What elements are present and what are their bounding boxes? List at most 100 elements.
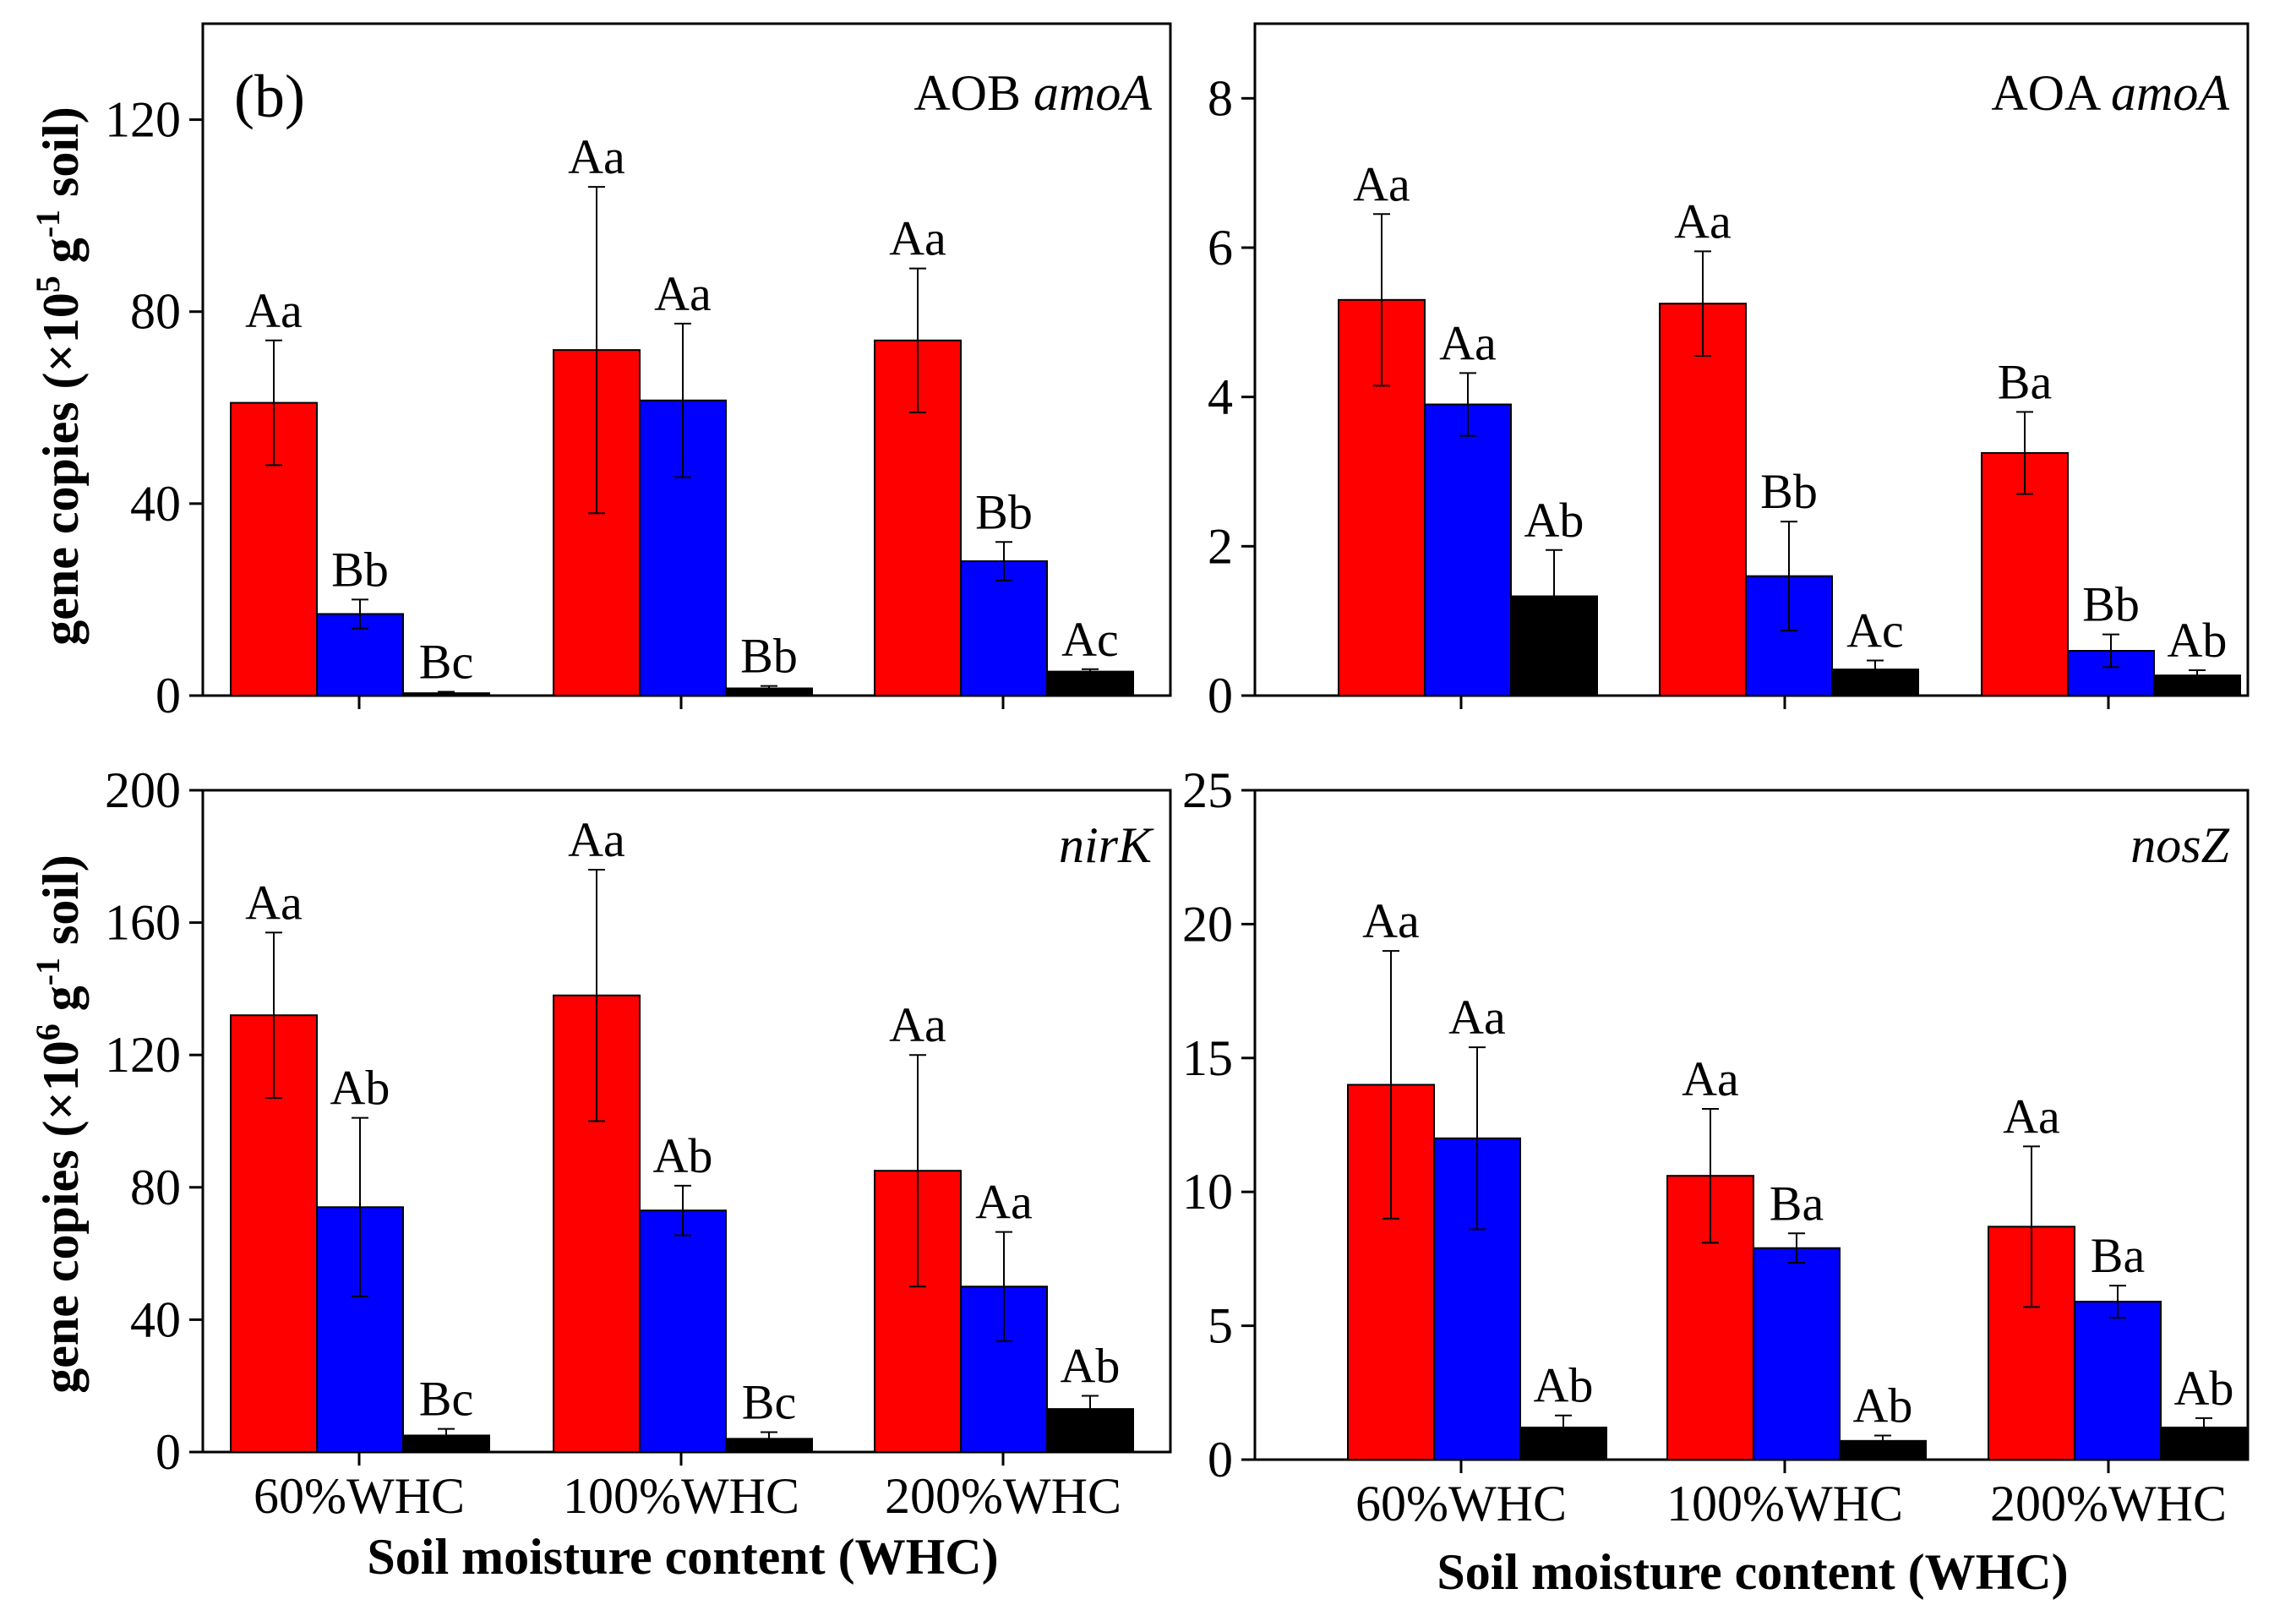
bar (1424, 403, 1512, 696)
y-axis-title-bottom: gene copies (×106 g-1 soil) (29, 854, 90, 1393)
data-label: Aa (889, 997, 946, 1052)
data-label: Ab (1524, 493, 1584, 548)
bar (2074, 1301, 2162, 1461)
x-axis-title-right: Soil moisture content (WHC) (1437, 1544, 2068, 1600)
y-tick-label: 200 (105, 762, 181, 818)
y-tick-label: 120 (105, 1027, 181, 1083)
data-label: Ac (1061, 612, 1119, 667)
y-tick-label: 15 (1182, 1030, 1233, 1086)
data-label: Aa (1353, 156, 1410, 211)
gene-title-italic: amoA (1033, 65, 1152, 121)
data-label: Bb (331, 542, 389, 597)
x-tick-label: 60%WHC (254, 1468, 465, 1524)
y-axis-title-bottom-exp2: -1 (29, 958, 67, 985)
data-label: Bc (419, 1372, 473, 1427)
data-label: Aa (1682, 1051, 1739, 1106)
gene-title: nirK (1059, 817, 1154, 873)
y-tick-label: 2 (1208, 518, 1233, 574)
data-label: Bb (740, 629, 798, 684)
data-label: Aa (975, 1175, 1033, 1230)
data-label: Aa (1439, 315, 1497, 370)
bar (639, 1209, 727, 1453)
panel-tag: (b) (234, 63, 305, 130)
y-tick-label: 25 (1182, 762, 1233, 818)
data-label: Ba (1998, 354, 2052, 409)
y-axis-title-top-exp: 5 (29, 276, 67, 292)
data-label: Bb (2082, 577, 2140, 632)
y-axis-title-top-prefix: gene copies (×10 (33, 292, 89, 645)
y-tick-label: 5 (1208, 1298, 1233, 1354)
data-label: Aa (1362, 893, 1420, 948)
bar (960, 560, 1048, 696)
panel-aob-amoa: 0 40 80 120 Aa Bb Bc Aa Aa Bb Aa Bb Ac AOB amoA (105, 22, 1172, 723)
x-tick-label: 100%WHC (563, 1468, 799, 1524)
data-label: Ab (2174, 1361, 2234, 1416)
data-label: Ab (2168, 613, 2228, 668)
y-axis-title-bottom-suffix: soil) (33, 854, 89, 958)
bar (1753, 1247, 1841, 1461)
y-tick-label: 80 (130, 284, 181, 340)
panel-nosz: 0 5 10 15 20 25 60%WHC 100%WHC 200%WHC Aa Aa Ab Aa Ba… (1182, 762, 2250, 1531)
x-tick-label: 200%WHC (885, 1468, 1121, 1524)
data-label: Aa (654, 266, 712, 321)
data-label: Aa (245, 875, 303, 930)
data-label: Ba (2091, 1228, 2145, 1283)
data-label: Aa (568, 812, 625, 867)
gene-title-plain: AOA (1991, 65, 2111, 121)
panel-nirk: 0 40 80 120 160 200 60%WHC 100%WHC 200%WHC Aa Ab Bc… (105, 762, 1172, 1524)
data-label: Ab (1534, 1358, 1594, 1413)
y-tick-label: 0 (155, 1424, 181, 1480)
y-tick-label: 4 (1208, 369, 1233, 425)
data-label: Ab (653, 1128, 713, 1183)
x-tick-label: 100%WHC (1666, 1476, 1903, 1531)
y-tick-label: 120 (105, 92, 181, 148)
y-tick-label: 6 (1208, 220, 1233, 276)
gene-title: AOA amoA (1991, 65, 2229, 121)
x-tick-label: 60%WHC (1355, 1476, 1567, 1531)
data-label: Ba (1770, 1176, 1824, 1231)
y-tick-label: 0 (1208, 1432, 1233, 1488)
gene-title-italic: amoA (2111, 65, 2229, 121)
y-axis-title-bottom-exp: 6 (29, 1024, 67, 1040)
gene-title-italic: nosZ (2130, 817, 2229, 873)
data-label: Ac (1846, 603, 1904, 658)
y-tick-label: 40 (130, 476, 181, 532)
data-label: Ab (1061, 1338, 1121, 1393)
y-tick-label: 20 (1182, 896, 1233, 952)
y-axis-title-bottom-mid: g (33, 985, 89, 1024)
y-tick-label: 8 (1208, 70, 1233, 126)
y-tick-label: 10 (1182, 1164, 1233, 1220)
y-axis-title-top: gene copies (×105 g-1 soil) (29, 106, 90, 645)
data-label: Bb (1760, 464, 1818, 519)
x-tick-label: 200%WHC (1990, 1476, 2227, 1531)
y-tick-label: 160 (105, 895, 181, 951)
data-label: Aa (1674, 194, 1732, 248)
y-axis-title-bottom-prefix: gene copies (×10 (33, 1040, 89, 1393)
gene-title-italic: nirK (1059, 817, 1154, 873)
panel-aoa-amoa: 0 2 4 6 8 Aa Aa Ab Aa Bb Ac Ba Bb Ab AOA amoA (1208, 22, 2250, 723)
data-label: Aa (2003, 1089, 2060, 1144)
y-tick-label: 40 (130, 1291, 181, 1347)
data-label: Aa (568, 129, 625, 184)
data-label: Aa (245, 283, 303, 338)
y-axis-title-top-mid: g (33, 237, 89, 276)
y-tick-label: 80 (130, 1160, 181, 1215)
gene-title: nosZ (2130, 817, 2229, 873)
gene-title: AOB amoA (913, 65, 1152, 121)
data-label: Bc (419, 634, 473, 689)
data-label: Ab (330, 1061, 390, 1116)
data-label: Aa (1448, 990, 1506, 1045)
y-axis-title-top-suffix: soil) (33, 106, 89, 210)
bar (1659, 303, 1747, 696)
y-tick-label: 0 (155, 668, 181, 723)
y-tick-label: 0 (1208, 668, 1233, 723)
data-label: Bc (742, 1375, 796, 1430)
x-axis-title-left: Soil moisture content (WHC) (367, 1529, 998, 1585)
data-label: Aa (889, 211, 946, 266)
bar (1046, 670, 1134, 696)
data-label: Ab (1853, 1378, 1913, 1433)
y-axis-title-top-exp2: -1 (29, 210, 67, 237)
gene-title-plain: AOB (913, 65, 1033, 121)
data-label: Bb (975, 484, 1033, 539)
